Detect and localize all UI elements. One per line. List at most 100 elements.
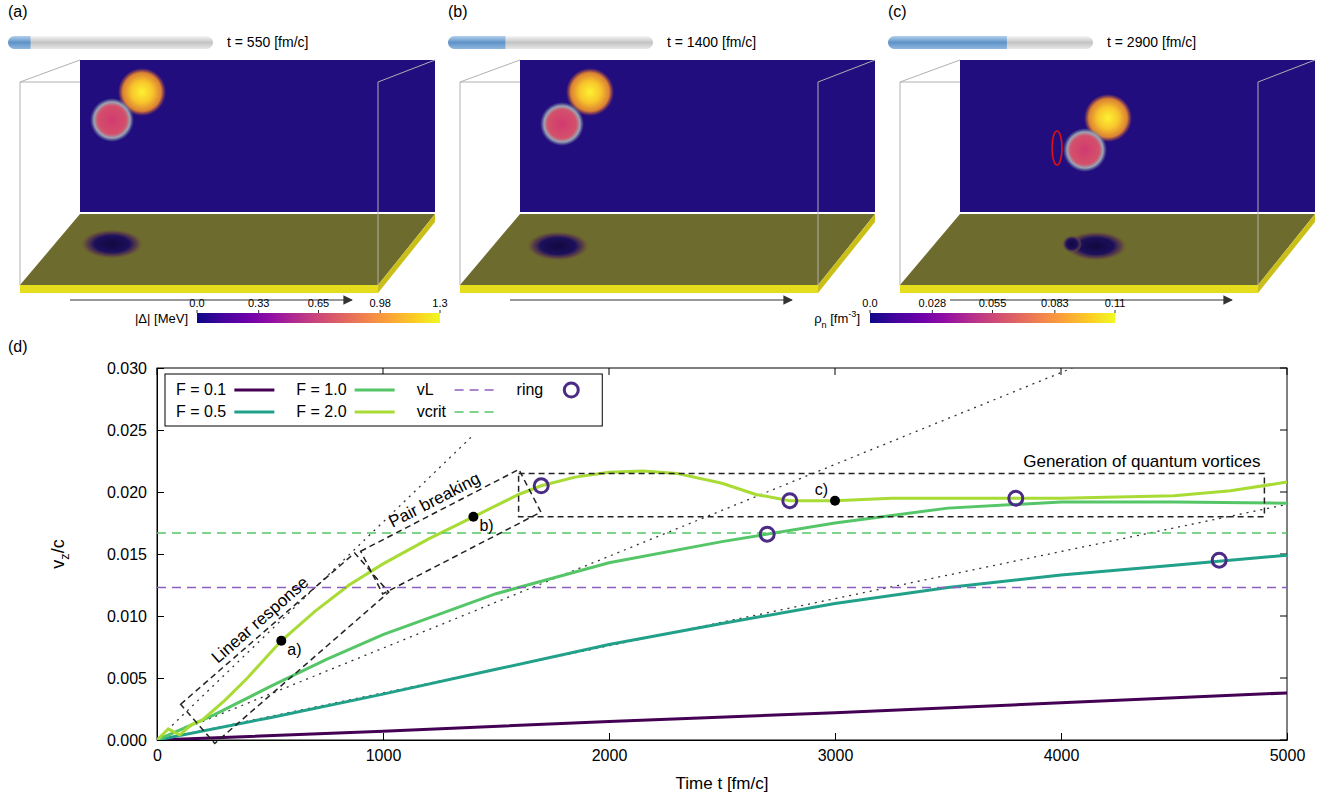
panel-letter: (a) [8, 3, 28, 20]
back-wall [520, 60, 875, 212]
box-edge [20, 60, 80, 82]
plot-frame [157, 368, 1287, 740]
annotation-label: a) [287, 641, 301, 658]
region-box [519, 473, 1265, 516]
tick-label: 0.98 [369, 297, 390, 309]
floor-side [818, 214, 875, 293]
region-label: Linear response [208, 573, 312, 667]
x-tick: 4000 [1044, 733, 1080, 764]
reference-line [157, 532, 1287, 534]
box-edge [900, 60, 960, 82]
legend-swatch [564, 383, 578, 397]
tick-mark [383, 733, 384, 740]
tick-label: 0.025 [107, 422, 147, 439]
x-axis: 010002000300040005000 [153, 733, 1305, 764]
axis-arrow [510, 299, 792, 300]
impurity-blob [1063, 128, 1107, 172]
text-part: t = [1107, 34, 1127, 50]
series-line [157, 502, 1287, 740]
region: Pair breaking [351, 451, 541, 594]
panel-letter: (c) [888, 3, 907, 20]
y-tick: 0.000 [107, 732, 164, 749]
text-part: v [48, 560, 68, 569]
region-label: Generation of quantum vortices [1023, 452, 1260, 471]
back-wall [960, 60, 1315, 212]
box-edge [818, 82, 819, 285]
legend-label: ring [517, 381, 544, 398]
tick-mark [440, 310, 441, 313]
region-label: Pair breaking [386, 469, 484, 532]
tick-mark [318, 310, 319, 313]
colorbar: 0.00.330.650.981.3|Δ| [MeV] [135, 297, 448, 326]
panel-letter: (d) [8, 338, 28, 355]
box-edge [1258, 60, 1315, 82]
text-part: 1400 [687, 34, 718, 50]
floor [900, 214, 1315, 285]
floor-edge [20, 285, 378, 293]
annotations: a)b)c)Linear responsePair breakingGenera… [167, 451, 1265, 744]
legend-swatch [455, 389, 495, 391]
legend-label: vcrit [417, 403, 447, 420]
progress-fill [888, 36, 1007, 49]
y-tick: 0.005 [107, 670, 164, 687]
tick-label: 0.000 [107, 732, 147, 749]
ring-marker [760, 527, 774, 541]
text-part: 2900 [1127, 34, 1158, 50]
tick-label: 3000 [818, 747, 854, 764]
tick-label: 0.083 [1041, 297, 1069, 309]
tick-label: 0.005 [107, 670, 147, 687]
tick-mark [1061, 733, 1062, 740]
text-part: /c [48, 539, 68, 553]
box-edge [20, 82, 80, 83]
tick-label: 0.028 [919, 297, 947, 309]
time-label: t = 2900[fm/c] [1107, 34, 1196, 50]
region-box [361, 469, 541, 593]
x-tick: 2000 [592, 733, 628, 764]
tick-mark [835, 733, 836, 740]
y-tick: 0.025 [107, 422, 164, 439]
text-part: ] [856, 311, 860, 326]
text-part: 550 [247, 34, 271, 50]
legend: F = 0.1F = 0.5F = 1.0F = 2.0vLvcritring [165, 374, 602, 426]
vortex-ring [1052, 131, 1062, 165]
tick-mark [157, 678, 164, 679]
annotation-label: b) [479, 517, 493, 534]
box-edge [460, 82, 520, 83]
tick-label: 0.65 [308, 297, 329, 309]
tick-label: 1000 [366, 747, 402, 764]
tick-mark [157, 554, 164, 555]
colorbar-gradient [197, 313, 440, 323]
text-part: ρ [814, 311, 821, 326]
floor-density-hole [80, 229, 144, 259]
tick-mark [1061, 368, 1062, 375]
tick-mark [157, 492, 164, 493]
reference-line [157, 587, 1287, 589]
plot-area [157, 368, 1287, 740]
tick-mark [870, 310, 871, 313]
x-tick: 3000 [818, 733, 854, 764]
y-axis: 0.0000.0050.0100.0150.0200.0250.030 [107, 360, 164, 749]
tick-mark [609, 733, 610, 740]
box-edge [460, 82, 461, 285]
ring-marker [783, 494, 797, 508]
colorbar-label: ρn [fm-3] [814, 309, 860, 330]
box-edge [900, 82, 960, 83]
text-part: |Δ| [MeV] [135, 311, 188, 326]
floor-side [1258, 214, 1315, 293]
tick-label: 0.010 [107, 608, 147, 625]
box-edge [1258, 82, 1259, 285]
tick-label: 0 [153, 747, 162, 764]
figure: (a) t = 550[fm/c] (b)t = 1400[fm/c] (c) t = … [0, 0, 1344, 804]
progress-fill [8, 36, 31, 49]
x-axis-title: Time t [fm/c] [676, 774, 769, 793]
back-wall [80, 60, 435, 212]
tick-mark [380, 310, 381, 313]
floor-edge [900, 285, 1258, 293]
legend-swatch [355, 389, 395, 392]
snapshot-dot [276, 636, 286, 646]
snapshot-dot [468, 512, 478, 522]
ring-marker [1009, 491, 1023, 505]
panel: (b)t = 1400[fm/c] [448, 3, 875, 300]
text-part: [fm/c] [274, 34, 308, 50]
legend-swatch [455, 411, 495, 413]
